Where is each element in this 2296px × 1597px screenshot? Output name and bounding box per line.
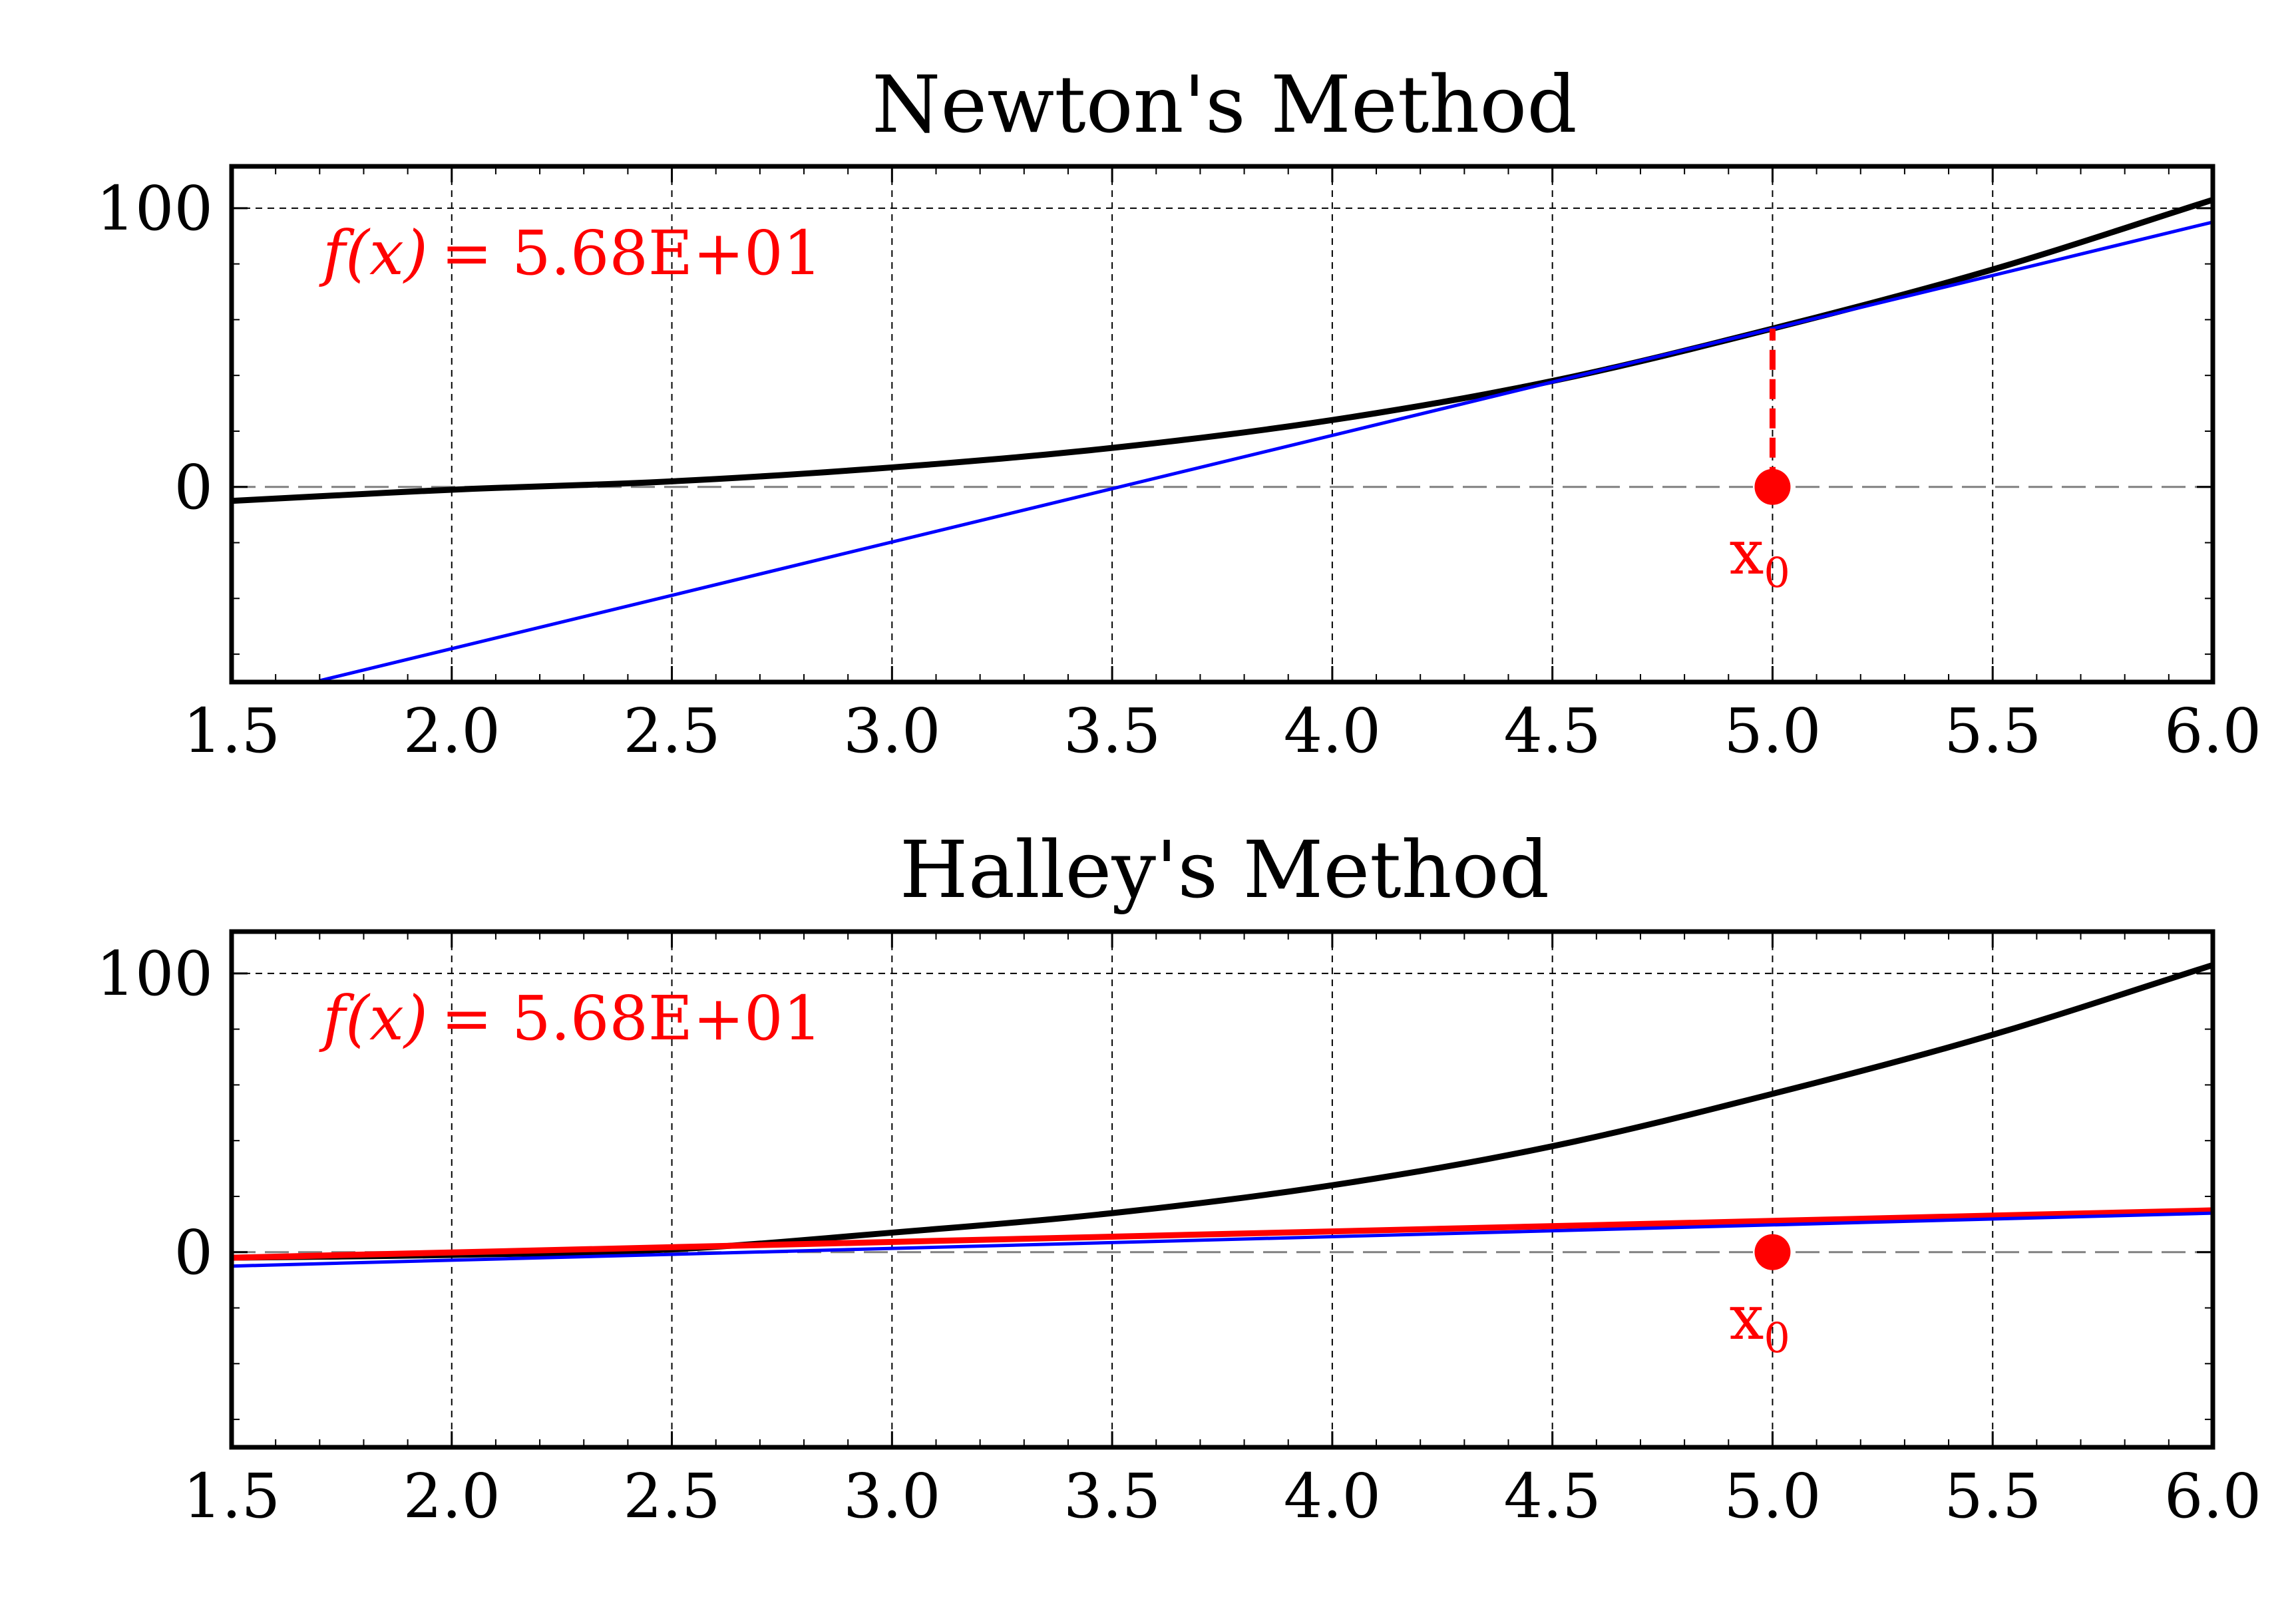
newton-xtick-label: 5.0 [1724,695,1821,767]
halley-xtick-label: 1.5 [183,1461,280,1532]
halley-approximation-line [231,1207,2213,1261]
halley-x0-marker [1754,1234,1791,1270]
newton-x0-subscript: 0 [1764,548,1790,597]
halley-xtick-label: 2.5 [623,1461,720,1532]
halley-xtick-label: 6.0 [2164,1461,2261,1532]
halley-panel: Halley's Method 1.5 2.0 2.5 3.0 3.5 4.0 4.5 5.0… [96,824,2261,1532]
newton-xtick-label: 5.5 [1944,695,2041,767]
newton-axes-frame [229,164,2215,685]
halley-series [231,962,2214,1270]
halley-xtick-label: 3.0 [843,1461,940,1532]
halley-x0-subscript: 0 [1764,1314,1790,1362]
halley-title: Halley's Method [900,824,1549,916]
halley-fx-annotation: f(x) = 5.68E+01 [319,983,822,1054]
newton-ytick-label: 0 [174,452,213,523]
halley-tick-labels: 1.5 2.0 2.5 3.0 3.5 4.0 4.5 5.0 5.5 6.0 0 100 [96,938,2261,1532]
newton-tick-labels: 1.5 2.0 2.5 3.0 3.5 4.0 4.5 5.0 5.5 6.0 0 100 [96,173,2261,767]
newton-xtick-label: 2.5 [623,695,720,767]
newton-x0-marker [1754,468,1791,505]
newton-xtick-label: 1.5 [183,695,280,767]
halley-tangent-line [231,1211,2213,1268]
newton-x0-letter: x [1729,517,1764,588]
newton-xtick-label: 4.0 [1284,695,1381,767]
newton-xtick-label: 6.0 [2164,695,2261,767]
newton-xtick-label: 3.0 [843,695,940,767]
halley-axes-frame [229,929,2215,1450]
newton-xtick-label: 2.0 [403,695,500,767]
halley-xtick-label: 4.0 [1284,1461,1381,1532]
halley-ytick-label: 100 [96,938,213,1009]
halley-fx-value: = 5.68E+01 [441,983,822,1054]
halley-fx-label: f(x) [319,983,428,1054]
halley-xtick-label: 4.5 [1504,1461,1601,1532]
halley-xtick-label: 3.5 [1063,1461,1161,1532]
halley-xtick-label: 2.0 [403,1461,500,1532]
newton-xtick-label: 4.5 [1504,695,1601,767]
halley-function-curve [231,962,2214,1261]
newton-fx-label: f(x) [319,218,428,289]
newton-fx-annotation: f(x) = 5.68E+01 [319,218,822,289]
newton-xtick-label: 3.5 [1063,695,1161,767]
newton-panel: Newton's Method 1.5 2.0 2.5 3.0 3.5 4.0 4.5 5.0… [96,59,2261,767]
halley-xtick-label: 5.0 [1724,1461,1821,1532]
newton-title: Newton's Method [872,59,1577,150]
halley-x0-label: x0 [1729,1282,1790,1362]
newton-x0-label: x0 [1729,517,1790,597]
newton-function-curve [231,196,2214,504]
newton-ytick-label: 100 [96,173,213,244]
newton-series [231,196,2214,683]
newton-fx-value: = 5.68E+01 [441,218,822,289]
newton-tangent-line [319,220,2213,683]
halley-xtick-label: 5.5 [1944,1461,2041,1532]
halley-x0-letter: x [1729,1282,1764,1353]
halley-ytick-label: 0 [174,1217,213,1288]
